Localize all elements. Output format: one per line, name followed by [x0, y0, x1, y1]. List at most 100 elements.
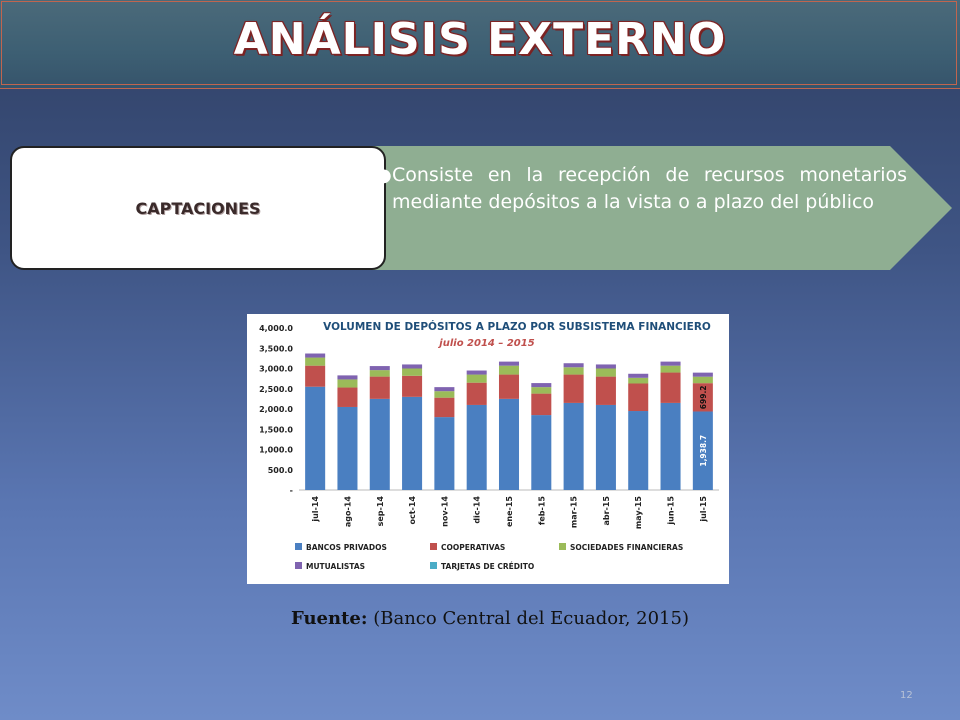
- legend-label: COOPERATIVAS: [441, 543, 505, 552]
- x-tick-label: nov-14: [440, 496, 449, 527]
- captaciones-box: CAPTACIONES: [10, 146, 386, 270]
- bar-segment: [305, 353, 326, 358]
- legend-swatch: [295, 562, 302, 569]
- bar-segment: [531, 383, 552, 388]
- data-label: 1,938.7: [699, 435, 708, 467]
- bar-segment: [434, 397, 455, 418]
- y-tick-label: 1,500.0: [259, 425, 293, 434]
- bar-segment: [692, 372, 713, 377]
- y-tick-label: 2,500.0: [259, 385, 293, 394]
- chart-title: VOLUMEN DE DEPÓSITOS A PLAZO POR SUBSIST…: [323, 320, 711, 333]
- legend-swatch: [430, 562, 437, 569]
- bullet-text-block: ● Consiste en la recepción de recursos m…: [376, 162, 907, 216]
- bar-segment: [628, 383, 649, 412]
- bar-segment: [466, 382, 487, 405]
- bar-segment: [660, 372, 681, 403]
- x-tick-label: dic-14: [473, 496, 482, 524]
- bar-segment: [628, 411, 649, 490]
- bar-segment: [337, 379, 358, 388]
- bar-segment: [466, 374, 487, 383]
- arrow-polygon: [300, 146, 952, 270]
- data-label: 699.2: [699, 385, 708, 409]
- bullet-text: Consiste en la recepción de recursos mon…: [392, 164, 907, 213]
- bar-segment: [434, 387, 455, 392]
- source-label: Fuente:: [291, 608, 368, 629]
- bar-segment: [628, 377, 649, 384]
- x-tick-label: ago-14: [343, 496, 352, 528]
- bar-segment: [337, 406, 358, 490]
- x-tick-label: ene-15: [505, 496, 514, 527]
- y-tick-label: 1,000.0: [259, 446, 293, 455]
- bar-segment: [498, 361, 520, 366]
- bar-segment: [305, 386, 326, 490]
- bar-segment: [692, 411, 713, 490]
- legend-label: BANCOS PRIVADOS: [306, 543, 387, 552]
- x-tick-label: jul-15: [699, 496, 708, 523]
- bar-segment: [595, 376, 616, 405]
- bar-segment: [531, 415, 552, 490]
- bar-segment: [369, 398, 390, 490]
- bar-segment: [402, 364, 423, 369]
- bar-segment: [563, 363, 584, 368]
- y-tick-label: 500.0: [268, 466, 294, 475]
- x-tick-label: feb-15: [537, 496, 546, 526]
- bar-segment: [305, 357, 326, 366]
- bar-segment: [369, 366, 390, 371]
- bullet-icon: ●: [376, 165, 392, 186]
- bar-segment: [369, 370, 390, 377]
- chart-card: VOLUMEN DE DEPÓSITOS A PLAZO POR SUBSIST…: [247, 314, 729, 584]
- legend-label: MUTUALISTAS: [306, 562, 365, 571]
- x-tick-label: jun-15: [667, 496, 676, 526]
- bar-segment: [563, 374, 584, 403]
- page-number: 12: [900, 690, 913, 701]
- source-text: (Banco Central del Ecuador, 2015): [373, 608, 689, 629]
- bar-segment: [402, 368, 423, 376]
- captaciones-label: CAPTACIONES: [135, 198, 261, 218]
- y-tick-label: 2,000.0: [259, 405, 293, 414]
- legend-swatch: [295, 543, 302, 550]
- chart-subtitle: julio 2014 – 2015: [437, 338, 534, 349]
- bar-segment: [337, 375, 358, 380]
- bar-segment: [402, 396, 423, 490]
- bar-segment: [531, 387, 552, 394]
- bar-segment: [466, 370, 487, 375]
- bar-segment: [337, 387, 358, 407]
- bar-segment: [660, 365, 681, 373]
- y-tick-label: -: [290, 486, 293, 495]
- y-tick-label: 4,000.0: [259, 324, 293, 333]
- legend-swatch: [559, 543, 566, 550]
- x-tick-label: may-15: [634, 496, 643, 530]
- arrow-shape: [300, 146, 952, 270]
- x-tick-label: sep-14: [376, 496, 385, 527]
- bar-segment: [498, 365, 520, 375]
- bar-segment: [305, 365, 326, 387]
- legend-label: TARJETAS DE CRÉDITO: [441, 562, 534, 571]
- x-tick-label: mar-15: [570, 496, 579, 529]
- title-bar: ANÁLISIS EXTERNO: [0, 0, 960, 89]
- slide-title: ANÁLISIS EXTERNO: [233, 14, 727, 65]
- x-tick-label: abr-15: [602, 496, 611, 526]
- bar-segment: [563, 402, 584, 490]
- source-line: Fuente: (Banco Central del Ecuador, 2015…: [0, 608, 960, 629]
- bar-segment: [595, 368, 616, 377]
- bar-segment: [595, 364, 616, 369]
- bar-segment: [498, 374, 520, 399]
- bar-segment: [660, 361, 681, 366]
- title-frame: [1, 1, 957, 85]
- x-tick-label: jul-14: [311, 496, 320, 523]
- deposits-chart: VOLUMEN DE DEPÓSITOS A PLAZO POR SUBSIST…: [259, 320, 719, 571]
- bar-segment: [692, 376, 713, 384]
- y-tick-label: 3,500.0: [259, 344, 293, 353]
- bar-segment: [531, 393, 552, 416]
- x-tick-label: oct-14: [408, 496, 417, 525]
- bar-segment: [563, 367, 584, 375]
- bar-segment: [402, 375, 423, 397]
- bar-segment: [498, 398, 520, 490]
- bar-segment: [434, 417, 455, 490]
- bar-segment: [466, 404, 487, 490]
- legend-label: SOCIEDADES FINANCIERAS: [570, 543, 683, 552]
- bar-segment: [660, 402, 681, 490]
- legend-swatch: [430, 543, 437, 550]
- bar-segment: [628, 373, 649, 378]
- bar-segment: [595, 404, 616, 490]
